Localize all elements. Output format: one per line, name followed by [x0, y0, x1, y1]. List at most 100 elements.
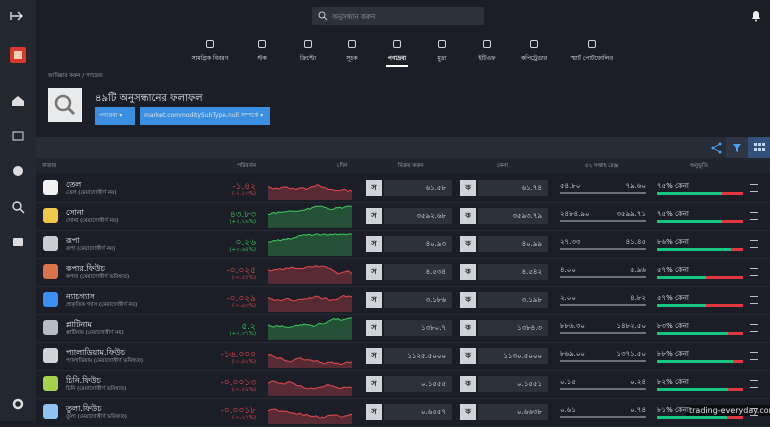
row-menu[interactable]	[750, 184, 758, 192]
buy-button[interactable]: ক	[460, 292, 476, 308]
buy-button[interactable]: ক	[460, 320, 476, 336]
nav-tab[interactable]: মুদ্রা	[437, 55, 447, 62]
nav-tab[interactable]: পণ্যদ্রব্য	[387, 55, 407, 62]
buy-button[interactable]: ক	[460, 376, 476, 392]
nav-tab[interactable]: স্টক	[257, 55, 267, 62]
sell-button[interactable]: স	[366, 236, 382, 252]
range-low: ২.০০	[560, 294, 576, 302]
sparkline-area	[268, 295, 352, 312]
sentiment-bar	[657, 332, 729, 335]
table-row[interactable]: রূপা রূপা (মেয়াদোত্তীর্ণ নয়) ০.২৬ (+০.৬৪%…	[36, 230, 770, 259]
filter-button[interactable]	[726, 137, 748, 158]
market-symbol: সোনা	[66, 208, 84, 217]
page-title: ৪৯টি অনুসন্ধানের ফলাফল	[95, 93, 203, 104]
market-name: প্রাকৃতিক গ্যাস (মেয়াদোত্তীর্ণ নয়)	[66, 302, 138, 308]
buy-button[interactable]: ক	[460, 208, 476, 224]
row-menu[interactable]	[750, 296, 758, 304]
buy-price[interactable]: ০.১৫৫১	[478, 376, 548, 392]
table-row[interactable]: চিনি.ফিউচ চিনি (মেয়াদোত্তীর্ণ ভবিষ্যত) -০…	[36, 370, 770, 399]
row-menu[interactable]	[750, 268, 758, 276]
buy-price[interactable]: ১৩৮৪.৩	[478, 320, 548, 336]
row-menu[interactable]	[750, 324, 758, 332]
sell-button[interactable]: স	[366, 348, 382, 364]
buy-button[interactable]: ক	[460, 180, 476, 196]
market-name: চিনি (মেয়াদোত্তীর্ণ ভবিষ্যত)	[66, 386, 127, 392]
nav-tab[interactable]: সূচক	[346, 55, 358, 62]
range-high: ৫.৯৬	[630, 266, 646, 274]
row-menu[interactable]	[750, 380, 758, 388]
buy-button[interactable]: ক	[460, 348, 476, 364]
sentiment-track	[657, 388, 743, 391]
sell-price[interactable]: ০.১৫৫৫	[384, 376, 452, 392]
range-low: ৮৮৬.৩০	[560, 322, 585, 330]
share-icon[interactable]	[710, 141, 724, 154]
buy-button[interactable]: ক	[460, 404, 476, 420]
sell-price[interactable]: ৩৫৯২.৬৮	[384, 208, 452, 224]
grid-view-button[interactable]	[748, 137, 770, 158]
bell-icon[interactable]	[750, 10, 762, 22]
search-box[interactable]: অনুসন্ধান করুন	[312, 7, 484, 25]
nav-tab[interactable]: কপিট্রেডার	[520, 55, 548, 62]
range-bar	[560, 416, 646, 418]
buy-button[interactable]: ক	[460, 236, 476, 252]
table-row[interactable]: তুলা.ফিউচ তুলা (মেয়াদোত্তীর্ণ ভবিষ্যত) -০…	[36, 398, 770, 427]
market-icon	[43, 236, 58, 251]
buy-button[interactable]: ক	[460, 264, 476, 280]
sparkline-line	[268, 265, 352, 275]
buy-price[interactable]: ৬১.৭৪	[478, 180, 548, 196]
nav-tab[interactable]: স্মার্ট পোর্টফোলিও	[570, 55, 614, 62]
sell-price[interactable]: ১৩৮০.৭	[384, 320, 452, 336]
breadcrumb-item[interactable]: আবিষ্কার করুন	[48, 73, 81, 79]
row-menu[interactable]	[750, 240, 758, 248]
buy-price[interactable]: ৩.১৯৮	[478, 292, 548, 308]
sparkline-area	[268, 354, 352, 368]
change-percent: (+০.৬৪%)	[229, 247, 256, 253]
buy-price[interactable]: ৪.৫৪২	[478, 264, 548, 280]
table-row[interactable]: প্লাটিনাম প্লাটিনাম (মেয়াদোত্তীর্ণ নয়) ৫…	[36, 314, 770, 343]
sparkline	[268, 205, 352, 228]
range-high: ১৪৮২.৫০	[616, 322, 647, 330]
market-icon	[43, 180, 58, 195]
sell-button[interactable]: স	[366, 180, 382, 196]
sentiment-track	[657, 192, 743, 195]
table-row[interactable]: কপার.ফিউচ কপার (মেয়াদোত্তীর্ণ ভবিষ্যত) -০…	[36, 258, 770, 287]
buy-price[interactable]: ৩৫৯৩.৭৯	[478, 208, 548, 224]
filter-dropdown[interactable]: পণ্যদ্রব্য ▾	[95, 107, 135, 125]
sell-price[interactable]: ৬১.৫৮	[384, 180, 452, 196]
sell-price[interactable]: ৪০.৯৩	[384, 236, 452, 252]
range-low: ৮৬৯.০০	[560, 350, 585, 358]
sell-price[interactable]: ৪.৫৩৪	[384, 264, 452, 280]
row-menu[interactable]	[750, 212, 758, 220]
column-header: ১দিন	[336, 163, 348, 169]
row-menu[interactable]	[750, 352, 758, 360]
nav-tab[interactable]: ইটিএফ	[478, 55, 496, 62]
sparkline-line	[268, 408, 352, 419]
sell-button[interactable]: স	[366, 208, 382, 224]
buy-price[interactable]: ১১৩০.৫০০০	[478, 348, 548, 364]
sentiment-track	[657, 304, 743, 307]
sell-price[interactable]: ১১২৫.৫০০০	[384, 348, 452, 364]
sparkline-area	[268, 184, 352, 200]
sell-button[interactable]: স	[366, 376, 382, 392]
table-row[interactable]: সোনা সোনা (মেয়াদোত্তীর্ণ নয়) ৪৩.৮৩ (+২.২৬…	[36, 202, 770, 231]
sparkline	[268, 408, 352, 424]
sell-button[interactable]: স	[366, 264, 382, 280]
filter-dropdown[interactable]: market.commoditySubType.null সম্পর্কে ▾	[140, 107, 270, 125]
table-row[interactable]: প্যালাডিয়াম.ফিউচ প্যালাডিয়াম (মেয়াদোত্…	[36, 342, 770, 371]
sell-button[interactable]: স	[366, 292, 382, 308]
sell-price[interactable]: ৩.১৮৬	[384, 292, 452, 308]
sparkline	[268, 294, 352, 312]
sentiment-bar	[657, 276, 707, 279]
range-high: ০.৭৪	[630, 406, 646, 414]
buy-price[interactable]: ০.৬৬৩৮	[478, 404, 548, 420]
sell-button[interactable]: স	[366, 404, 382, 420]
table-row[interactable]: ন্যাচগ্যাস প্রাকৃতিক গ্যাস (মেয়াদোত্তীর্…	[36, 286, 770, 315]
sell-button[interactable]: স	[366, 320, 382, 336]
buy-price[interactable]: ৪০.৯৯	[478, 236, 548, 252]
nav-tab[interactable]: সামগ্রিক বিবরণ	[191, 55, 229, 62]
table-row[interactable]: তেল তেল (মেয়াদোত্তীর্ণ নয়) -১.৪২ (-২.২৩%)…	[36, 174, 770, 203]
nav-tab[interactable]: ক্রিপ্টো	[299, 55, 317, 62]
sell-price[interactable]: ০.৬৫৫৭	[384, 404, 452, 420]
row-menu[interactable]	[750, 408, 758, 416]
